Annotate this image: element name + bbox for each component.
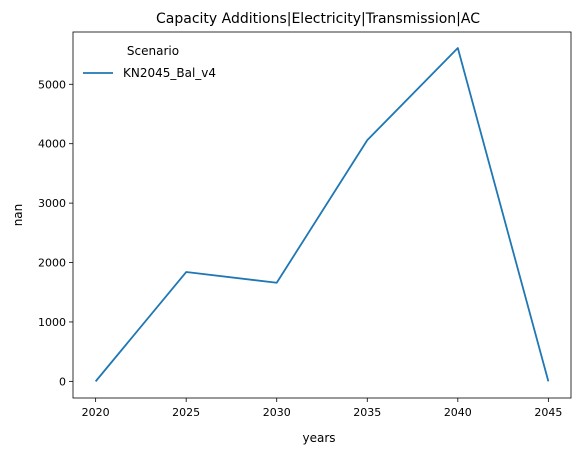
x-tick-label: 2030 [263,406,291,419]
y-tick-label: 0 [59,375,66,388]
x-tick-label: 2045 [534,406,562,419]
x-tick-label: 2035 [353,406,381,419]
x-tick-label: 2020 [82,406,110,419]
x-axis: 2020 2025 2030 2035 2040 2045 [82,398,562,419]
chart-title: Capacity Additions|Electricity|Transmiss… [156,11,480,27]
x-tick-label: 2025 [172,406,200,419]
x-tick-label: 2040 [444,406,472,419]
y-tick-label: 4000 [38,138,66,151]
y-tick-label: 2000 [38,257,66,270]
plot-area [72,31,572,399]
y-axis-label: nan [11,204,25,227]
series-line [94,47,550,382]
legend-title: Scenario [127,44,179,58]
y-axis: 0 1000 2000 3000 4000 5000 [38,78,73,388]
legend-label: KN2045_Bal_v4 [123,66,216,80]
y-tick-label: 5000 [38,78,66,91]
series-layer [94,47,550,382]
y-tick-label: 1000 [38,316,66,329]
y-tick-label: 3000 [38,197,66,210]
x-axis-label: years [302,431,335,445]
legend: Scenario KN2045_Bal_v4 [83,44,216,80]
